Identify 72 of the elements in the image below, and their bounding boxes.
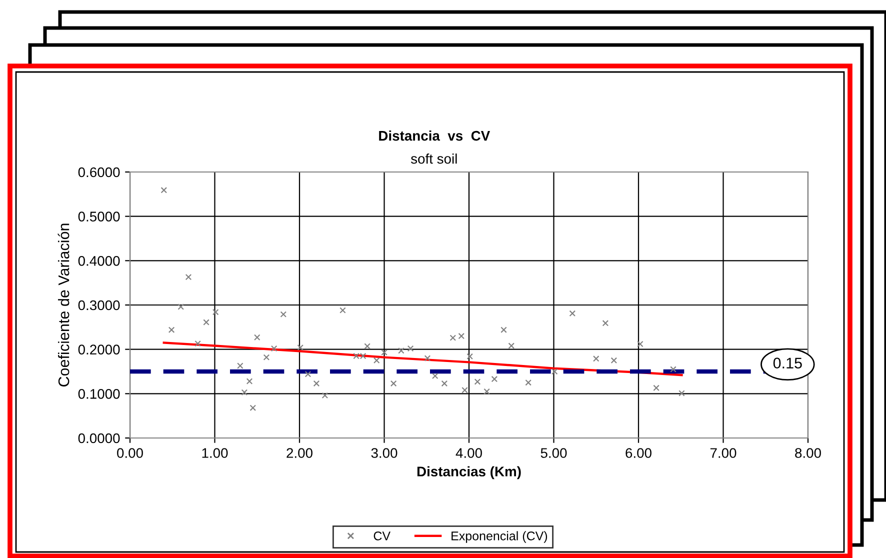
point (178, 304, 184, 310)
y-tick-label: 0.6000 (78, 167, 120, 178)
point (212, 308, 219, 316)
x-tick-label: 2.00 (286, 448, 312, 458)
point (185, 274, 192, 280)
x-tick-label: 8.00 (795, 448, 821, 458)
x-tick-label: 1.00 (202, 448, 228, 458)
point (484, 388, 490, 395)
point (194, 340, 201, 347)
x-axis-title: Distancias (Km) (417, 466, 521, 480)
point (450, 334, 456, 341)
point (254, 334, 260, 341)
point (458, 332, 465, 340)
point (203, 319, 210, 326)
y-tick-label: 0.4000 (78, 256, 120, 266)
chart-subtitle: soft soil (410, 154, 457, 164)
point (246, 378, 253, 384)
x-tick-label: 7.00 (710, 448, 736, 458)
point (297, 344, 304, 351)
y-tick-label: 0.0000 (78, 433, 120, 444)
point (602, 320, 609, 326)
point (237, 362, 244, 369)
chart-title: Distancia vs CV (379, 130, 490, 141)
point (491, 376, 498, 382)
x-tick-label: 0.00 (117, 448, 143, 458)
point (569, 310, 576, 317)
point (160, 187, 168, 194)
legend-label: Exponencial (CV) (452, 531, 548, 543)
point (432, 372, 438, 380)
point (551, 368, 558, 375)
point (390, 380, 397, 387)
point (462, 386, 468, 394)
y-tick-label: 0.2000 (78, 344, 120, 355)
point (653, 384, 660, 392)
point (525, 379, 532, 386)
point (373, 357, 380, 364)
point (637, 340, 644, 348)
point (424, 355, 431, 362)
point (340, 307, 346, 314)
point (364, 343, 370, 350)
legend-label: CV (374, 532, 390, 540)
point (508, 342, 515, 349)
point (592, 355, 600, 362)
y-axis-title: Coeficiente de Variación (58, 224, 70, 386)
point (241, 389, 248, 396)
point (250, 404, 256, 412)
point (474, 378, 481, 385)
point (270, 345, 278, 352)
point (466, 353, 473, 360)
point (304, 371, 312, 378)
y-tick-label: 0.3000 (78, 300, 120, 310)
ref-line-label: 0.15 (773, 358, 802, 368)
y-tick-label: 0.5000 (78, 212, 120, 222)
x-tick-label: 6.00 (626, 448, 652, 458)
point (610, 357, 618, 364)
point (322, 392, 328, 399)
point (670, 366, 676, 372)
point (441, 380, 448, 387)
point (678, 390, 685, 396)
point (263, 354, 270, 360)
point (500, 326, 507, 333)
point (407, 345, 414, 352)
point (381, 349, 388, 356)
line-series (162, 342, 683, 376)
x-tick-label: 5.00 (540, 448, 567, 458)
point (398, 348, 404, 354)
x-tick-label: 3.00 (371, 448, 398, 458)
point (313, 380, 320, 387)
point (168, 326, 175, 333)
x-tick-label: 4.00 (456, 448, 482, 458)
y-tick-label: 0.1000 (78, 389, 120, 399)
point (280, 311, 287, 318)
